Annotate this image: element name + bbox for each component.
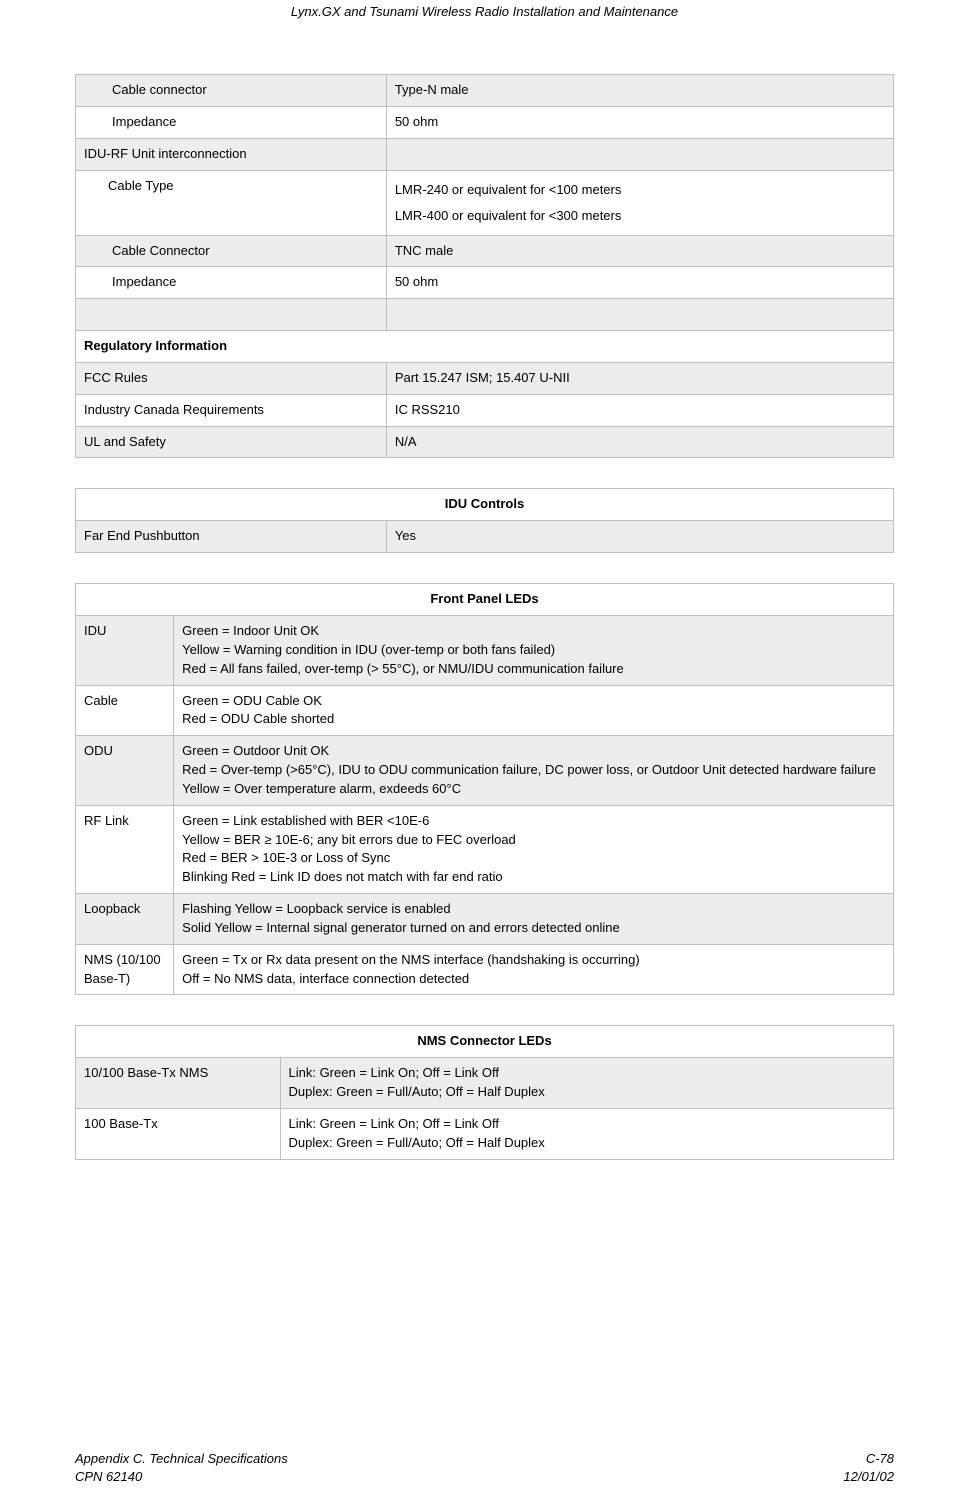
table-row: Impedance 50 ohm [76,267,894,299]
table-row [76,299,894,331]
cell-value: Flashing Yellow = Loopback service is en… [174,894,894,945]
table-row: Impedance 50 ohm [76,106,894,138]
footer-cpn: CPN 62140 [75,1469,142,1484]
front-panel-leds-table: Front Panel LEDs IDU Green = Indoor Unit… [75,583,894,995]
cell-value: Green = Tx or Rx data present on the NMS… [174,944,894,995]
cell-value [386,138,893,170]
table-row: 10/100 Base-Tx NMS Link: Green = Link On… [76,1058,894,1109]
idu-controls-table: IDU Controls Far End Pushbutton Yes [75,488,894,553]
cell-label: IDU-RF Unit interconnection [76,138,387,170]
cell-label: Cable connector [84,82,207,97]
table-row: UL and Safety N/A [76,426,894,458]
page-container: Lynx.GX and Tsunami Wireless Radio Insta… [0,0,969,1496]
table-row: ODU Green = Outdoor Unit OK Red = Over-t… [76,736,894,806]
cell-value: Type-N male [386,75,893,107]
table-title: IDU Controls [76,489,894,521]
cell-label: 10/100 Base-Tx NMS [76,1058,281,1109]
cell-value: Link: Green = Link On; Off = Link Off Du… [280,1109,894,1160]
footer-left: Appendix C. Technical Specifications CPN… [75,1450,288,1486]
table-row: NMS (10/100 Base-T) Green = Tx or Rx dat… [76,944,894,995]
table-row: IDU Green = Indoor Unit OK Yellow = Warn… [76,615,894,685]
cell-label: RF Link [76,805,174,893]
cell-value: N/A [386,426,893,458]
table-row: Far End Pushbutton Yes [76,521,894,553]
section-heading: Regulatory Information [76,331,894,363]
cell-label: Cable [76,685,174,736]
cell-value: Part 15.247 ISM; 15.407 U-NII [386,362,893,394]
cell-label: Cable Connector [84,243,210,258]
cell-value: Yes [386,521,893,553]
table-row: Cable connector Type-N male [76,75,894,107]
table-row: IDU-RF Unit interconnection [76,138,894,170]
footer-date: 12/01/02 [843,1469,894,1484]
table-row: Front Panel LEDs [76,584,894,616]
cell-value: Link: Green = Link On; Off = Link Off Du… [280,1058,894,1109]
table-row: Cable Type LMR-240 or equivalent for <10… [76,170,894,235]
cell-label: Loopback [76,894,174,945]
cell-label: Impedance [84,114,176,129]
table-row: Cable Green = ODU Cable OK Red = ODU Cab… [76,685,894,736]
cell-value: Green = Link established with BER <10E-6… [174,805,894,893]
cell-label: 100 Base-Tx [76,1109,281,1160]
cell-value: 50 ohm [386,267,893,299]
table-row: Cable Connector TNC male [76,235,894,267]
footer-appendix: Appendix C. Technical Specifications [75,1451,288,1466]
cell-label: Far End Pushbutton [76,521,387,553]
spec-table-main: Cable connector Type-N male Impedance 50… [75,74,894,458]
footer-right: C-78 12/01/02 [843,1450,894,1486]
cell-value: Green = Indoor Unit OK Yellow = Warning … [174,615,894,685]
cell-label: UL and Safety [76,426,387,458]
cell-value: Green = ODU Cable OK Red = ODU Cable sho… [174,685,894,736]
cell-value: 50 ohm [386,106,893,138]
cell-label: NMS (10/100 Base-T) [76,944,174,995]
cell-value: TNC male [386,235,893,267]
table-row: RF Link Green = Link established with BE… [76,805,894,893]
table-row: Regulatory Information [76,331,894,363]
cell-value: IC RSS210 [386,394,893,426]
cell-label: Impedance [84,274,176,289]
cell-label: Cable Type [84,178,174,193]
table-row: Industry Canada Requirements IC RSS210 [76,394,894,426]
cell-label: Industry Canada Requirements [76,394,387,426]
cell-value [386,299,893,331]
table-row: NMS Connector LEDs [76,1026,894,1058]
cell-label: FCC Rules [76,362,387,394]
cell-label [76,299,387,331]
table-row: FCC Rules Part 15.247 ISM; 15.407 U-NII [76,362,894,394]
nms-connector-leds-table: NMS Connector LEDs 10/100 Base-Tx NMS Li… [75,1025,894,1159]
cell-value: LMR-240 or equivalent for <100 meters LM… [386,170,893,235]
table-row: Loopback Flashing Yellow = Loopback serv… [76,894,894,945]
page-header: Lynx.GX and Tsunami Wireless Radio Insta… [75,0,894,74]
cell-value: Green = Outdoor Unit OK Red = Over-temp … [174,736,894,806]
footer-page: C-78 [866,1451,894,1466]
cell-label: IDU [76,615,174,685]
table-title: Front Panel LEDs [76,584,894,616]
cell-label: ODU [76,736,174,806]
page-footer: Appendix C. Technical Specifications CPN… [75,1450,894,1486]
table-title: NMS Connector LEDs [76,1026,894,1058]
table-row: 100 Base-Tx Link: Green = Link On; Off =… [76,1109,894,1160]
table-row: IDU Controls [76,489,894,521]
